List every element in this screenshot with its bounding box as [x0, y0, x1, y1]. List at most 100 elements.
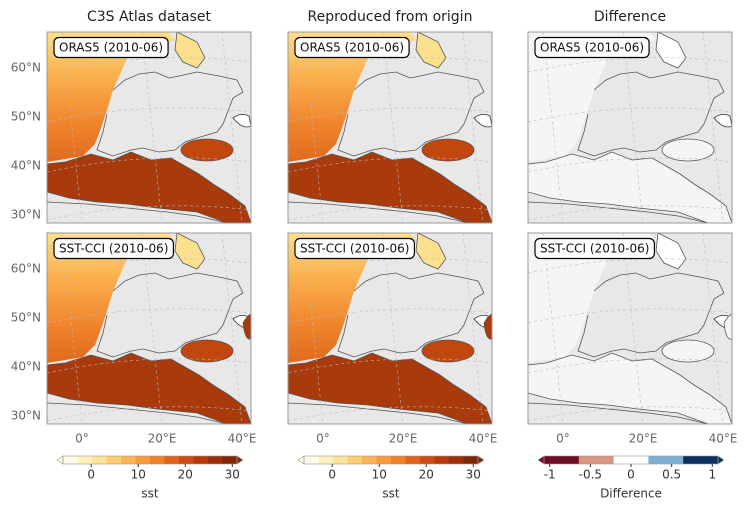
colorbar-tick-label: 20 — [419, 468, 434, 482]
graticule — [702, 31, 724, 224]
panel-label-box — [53, 36, 169, 59]
panel-label: SST-CCI (2010-06) — [59, 242, 168, 256]
graticule — [527, 107, 733, 123]
graticule — [287, 258, 493, 274]
graticule — [221, 232, 243, 425]
colorbar-tick-label: 30 — [466, 468, 481, 482]
graticule — [46, 107, 252, 123]
graticule — [527, 406, 733, 422]
colorbar-segment — [578, 456, 614, 464]
graticule — [382, 232, 404, 425]
colorbar-extend — [717, 455, 725, 465]
map-panel: ORAS5 (2010-06) — [46, 31, 252, 224]
panel-label: SST-CCI (2010-06) — [540, 242, 649, 256]
colorbar-segment — [77, 456, 93, 464]
coastline — [337, 272, 485, 358]
sea-atlantic — [528, 233, 656, 363]
panel-label: ORAS5 (2010-06) — [300, 41, 404, 55]
colorbar-segment — [376, 456, 392, 464]
colorbar-extend — [297, 455, 305, 465]
sea-mediterranean — [46, 151, 252, 224]
panel-label: ORAS5 (2010-06) — [59, 41, 163, 55]
sea-black-sea — [661, 339, 715, 363]
colorbar-segment — [222, 456, 238, 464]
sea-black-sea — [661, 138, 715, 162]
lon-label: 20°E — [148, 432, 177, 446]
lat-label: 50°N — [11, 110, 41, 124]
colorbar-segment — [347, 456, 363, 464]
graticule — [527, 57, 733, 73]
land-scandinavia — [655, 31, 687, 69]
sea-atlantic — [47, 32, 175, 162]
sea-atlantic — [528, 32, 656, 162]
graticule — [527, 205, 733, 221]
sea-mediterranean — [287, 352, 493, 425]
colorbar-tick-label: 0.5 — [662, 468, 681, 482]
colorbar-segment — [150, 456, 165, 464]
colorbar-segment — [208, 456, 223, 464]
lon-label: 40°E — [469, 432, 498, 446]
panel-label-box — [534, 36, 650, 59]
graticule — [527, 358, 733, 374]
sea-mediterranean — [527, 151, 733, 224]
sea-atlantic — [288, 32, 416, 162]
graticule — [622, 31, 644, 224]
coastline — [337, 71, 485, 157]
graticule — [287, 57, 493, 73]
sea-mediterranean — [46, 352, 252, 425]
sea-black-sea — [180, 138, 234, 162]
graticule — [46, 258, 252, 274]
colorbar-segment — [121, 456, 136, 464]
coastline — [96, 71, 244, 157]
colorbar-extend — [236, 455, 244, 465]
colorbar-segment — [333, 456, 348, 464]
graticule — [287, 308, 493, 324]
lat-label: 40°N — [11, 159, 41, 173]
map-panel: SST-CCI (2010-06) — [46, 232, 252, 425]
colorbar-segment — [318, 456, 334, 464]
graticule — [527, 157, 733, 173]
colorbar-segment — [193, 456, 209, 464]
graticule — [46, 406, 252, 422]
map-frame — [287, 31, 493, 224]
colorbar-frame — [303, 455, 479, 465]
graticule — [221, 31, 243, 224]
colorbar-segment — [135, 456, 151, 464]
lat-label: 30°N — [11, 208, 41, 222]
graticule — [302, 232, 324, 425]
map-frame — [527, 31, 733, 224]
colorbar-segment — [362, 456, 377, 464]
graticule — [287, 157, 493, 173]
lon-label: 40°E — [228, 432, 257, 446]
panel-label: SST-CCI (2010-06) — [300, 242, 409, 256]
colorbar-segment — [420, 456, 435, 464]
colorbar-segment — [463, 456, 479, 464]
land-scandinavia — [174, 31, 206, 69]
graticule — [542, 232, 564, 425]
graticule — [141, 31, 163, 224]
panel-label: ORAS5 (2010-06) — [540, 41, 644, 55]
colorbar-extend — [477, 455, 485, 465]
lon-label: 20°E — [629, 432, 658, 446]
colorbar-label: sst — [382, 487, 400, 501]
colorbar-segment — [179, 456, 194, 464]
panel-label-box — [294, 36, 410, 59]
colorbar-segment — [544, 456, 580, 464]
graticule — [46, 157, 252, 173]
colorbar-tick-label: -1 — [544, 468, 556, 482]
land-scandinavia — [655, 232, 687, 270]
colorbar-segment — [106, 456, 122, 464]
colorbar-segment — [613, 456, 649, 464]
graticule — [287, 107, 493, 123]
colorbar-segment — [304, 456, 319, 464]
graticule — [382, 31, 404, 224]
colorbar-tick-label: 1 — [708, 468, 716, 482]
sea-mediterranean — [527, 352, 733, 425]
column-title: C3S Atlas dataset — [87, 9, 211, 25]
colorbar-tick-label: 10 — [131, 468, 146, 482]
sea-black-sea — [421, 138, 475, 162]
column-title: Reproduced from origin — [308, 9, 473, 25]
graticule — [141, 232, 163, 425]
graticule — [287, 406, 493, 422]
